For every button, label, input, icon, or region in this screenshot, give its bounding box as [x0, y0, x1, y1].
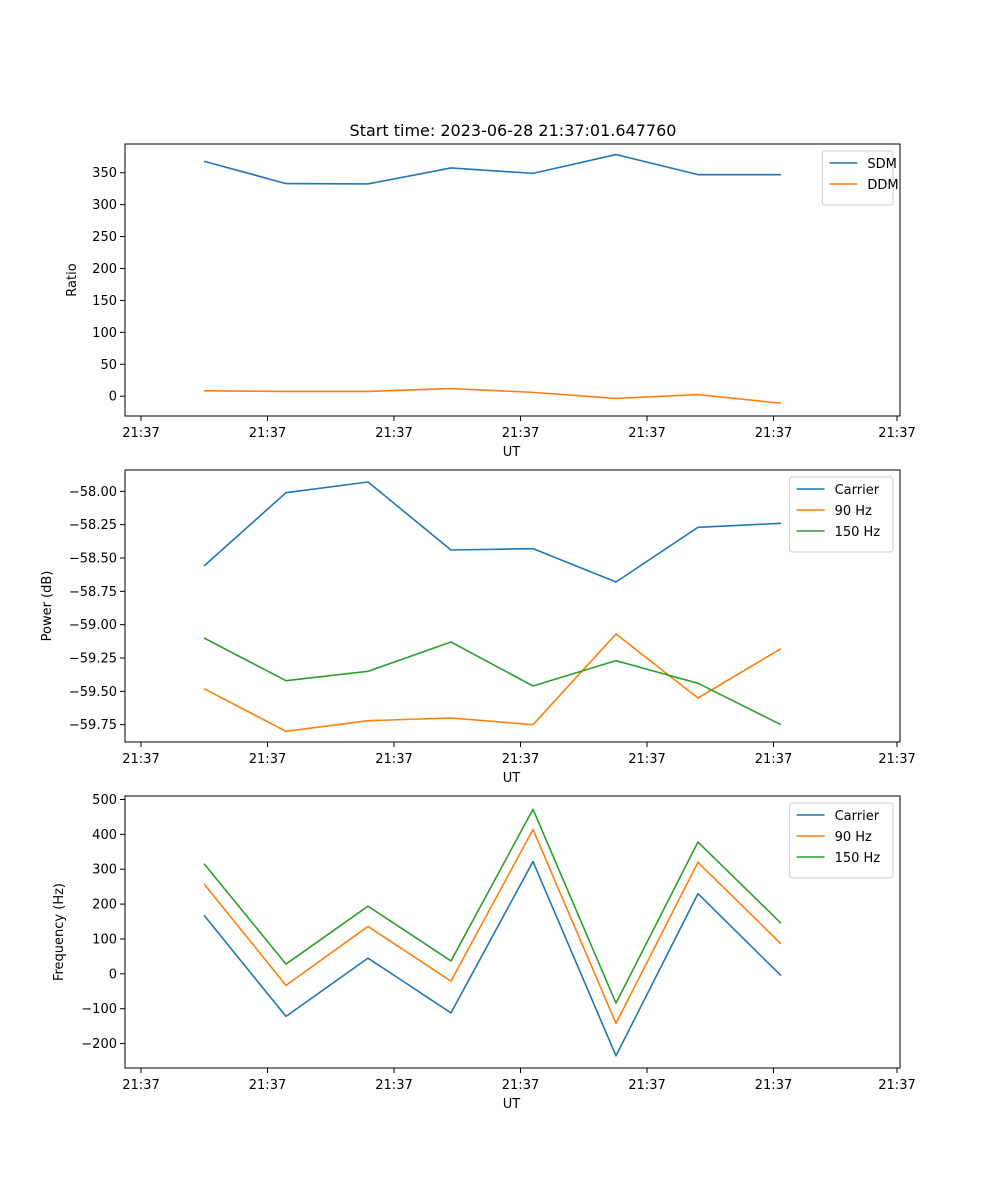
y-tick-label: 50 — [100, 358, 117, 373]
plot-frame — [124, 469, 901, 743]
series-line-2 — [203, 828, 782, 1025]
subplots: 21:37 21:37 21:37 21:37 21:37 21:37 21:37 0 50 10… — [40, 143, 916, 1112]
legend-label: DDM — [867, 178, 898, 193]
y-axis-label: Frequency (Hz) — [52, 883, 67, 981]
y-tick-label: 200 — [92, 898, 117, 913]
y-tick-label: −58.75 — [69, 585, 117, 600]
y-tick-label: −59.00 — [69, 618, 117, 633]
plot-frame — [124, 795, 901, 1069]
y-tick-label: −58.25 — [69, 518, 117, 533]
legend: Carrier 90 Hz 150 Hz — [789, 802, 894, 879]
y-tick-label: 300 — [92, 863, 117, 878]
legend-label: Carrier — [835, 483, 880, 498]
y-tick-label: 200 — [92, 262, 117, 277]
x-tick-label: 21:37 — [502, 752, 539, 767]
series-line-3 — [203, 808, 782, 1004]
x-tick-label: 21:37 — [628, 1078, 665, 1093]
x-tick-label: 21:37 — [755, 1078, 792, 1093]
y-tick-label: 250 — [92, 230, 117, 245]
x-tick-label: 21:37 — [249, 426, 286, 441]
legend: Carrier 90 Hz 150 Hz — [789, 476, 894, 553]
x-tick-label: 21:37 — [122, 426, 159, 441]
x-tick-label: 21:37 — [878, 426, 915, 441]
y-tick-label: −58.00 — [69, 485, 117, 500]
y-tick-label: −59.75 — [69, 718, 117, 733]
y-tick-label: 300 — [92, 198, 117, 213]
y-tick-label: 100 — [92, 932, 117, 947]
x-axis-label: UT — [503, 771, 521, 786]
figure-title: Start time: 2023-06-28 21:37:01.647760 — [350, 121, 677, 140]
y-tick-label: −59.25 — [69, 652, 117, 667]
legend: SDM DDM — [821, 150, 899, 206]
y-tick-label: 350 — [92, 166, 117, 181]
series-line-1 — [203, 860, 782, 1057]
series-line-1 — [203, 153, 781, 185]
legend-label: 90 Hz — [835, 830, 872, 845]
series-line-2 — [203, 387, 782, 405]
series-line-3 — [203, 637, 782, 726]
y-tick-label: −100 — [81, 1002, 117, 1017]
x-tick-label: 21:37 — [502, 426, 539, 441]
x-tick-label: 21:37 — [375, 426, 412, 441]
x-axis-label: UT — [503, 1097, 521, 1112]
y-tick-label: 150 — [92, 294, 117, 309]
x-tick-label: 21:37 — [375, 1078, 412, 1093]
y-tick-label: −58.50 — [69, 552, 117, 567]
legend-label: 90 Hz — [835, 504, 872, 519]
x-tick-label: 21:37 — [628, 752, 665, 767]
series-line-1 — [203, 481, 782, 583]
legend-label: Carrier — [835, 809, 880, 824]
legend-label: 150 Hz — [835, 525, 881, 540]
x-tick-label: 21:37 — [628, 426, 665, 441]
x-tick-label: 21:37 — [249, 1078, 286, 1093]
x-tick-label: 21:37 — [122, 1078, 159, 1093]
y-tick-label: 500 — [92, 793, 117, 808]
x-tick-label: 21:37 — [249, 752, 286, 767]
x-tick-label: 21:37 — [375, 752, 412, 767]
x-tick-label: 21:37 — [122, 752, 159, 767]
subplot-2: 21:37 21:37 21:37 21:37 21:37 21:37 21:37 −59.7… — [40, 469, 916, 786]
x-tick-label: 21:37 — [502, 1078, 539, 1093]
plot-frame — [124, 143, 901, 417]
y-tick-label: 100 — [92, 326, 117, 341]
y-tick-label: 0 — [109, 967, 117, 982]
subplot-3: 21:37 21:37 21:37 21:37 21:37 21:37 21:37 −200 −… — [52, 793, 916, 1112]
series-line-2 — [203, 633, 782, 733]
legend-box — [821, 150, 894, 206]
x-axis-label: UT — [503, 445, 521, 460]
y-tick-label: 400 — [92, 828, 117, 843]
y-axis-label: Ratio — [65, 263, 80, 296]
legend-box — [789, 476, 894, 553]
y-tick-label: 0 — [109, 390, 117, 405]
y-tick-label: −59.50 — [69, 685, 117, 700]
legend-label: 150 Hz — [835, 851, 881, 866]
legend-box — [789, 802, 894, 879]
x-tick-label: 21:37 — [755, 426, 792, 441]
x-tick-label: 21:37 — [755, 752, 792, 767]
legend-label: SDM — [867, 157, 896, 172]
subplot-1: 21:37 21:37 21:37 21:37 21:37 21:37 21:37 0 50 10… — [65, 143, 916, 460]
y-axis-label: Power (dB) — [40, 571, 55, 642]
x-tick-label: 21:37 — [878, 1078, 915, 1093]
y-tick-label: −200 — [81, 1037, 117, 1052]
x-tick-label: 21:37 — [878, 752, 915, 767]
